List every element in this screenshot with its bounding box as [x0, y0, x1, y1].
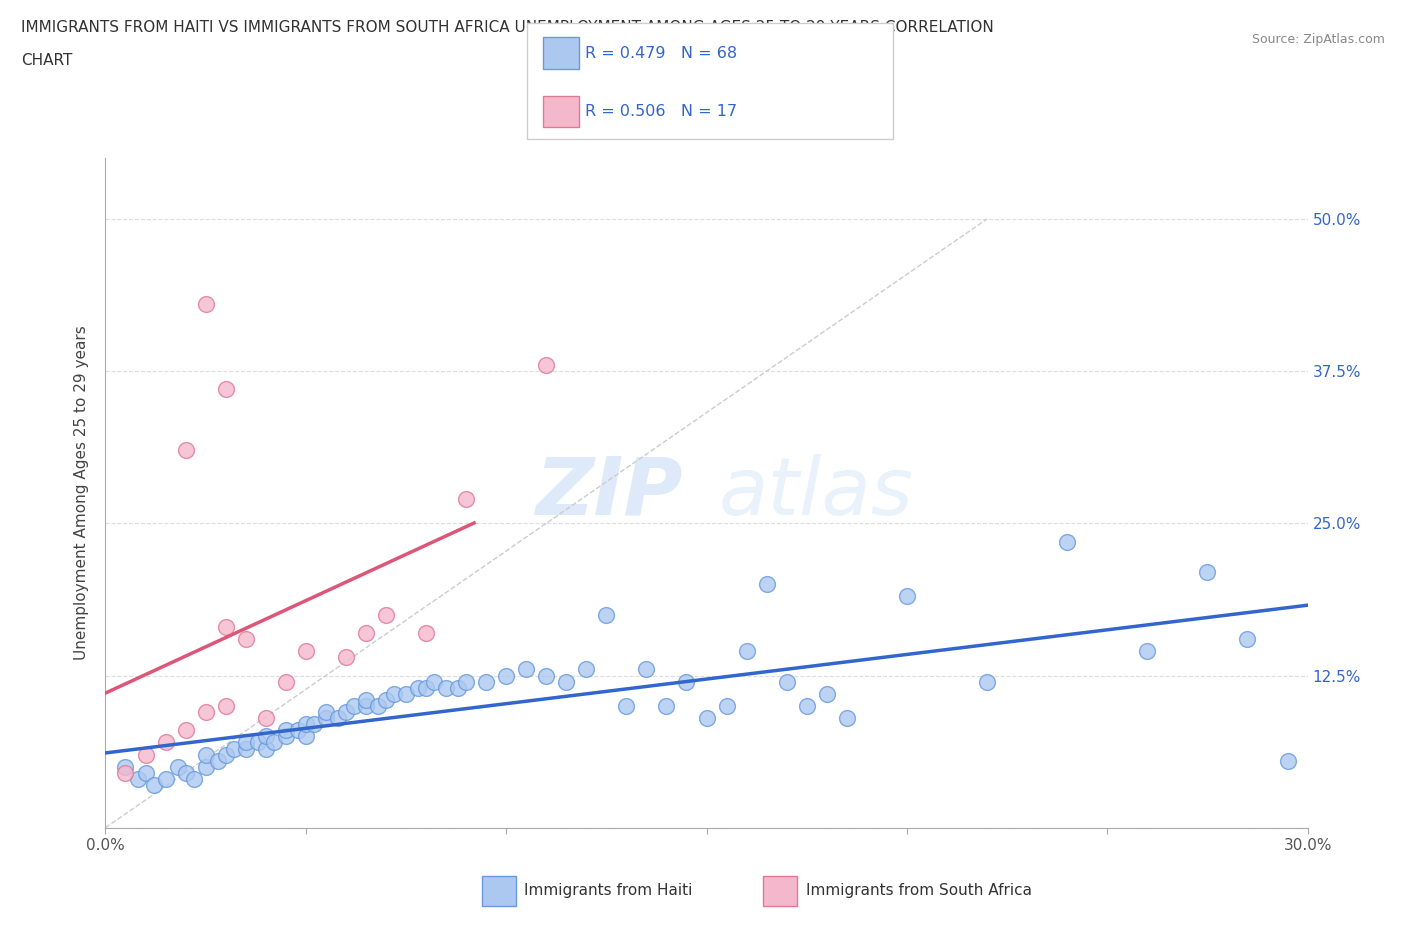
Text: Immigrants from Haiti: Immigrants from Haiti: [524, 884, 693, 898]
Point: [1056, 534, 1078, 549]
Point: [335, 705, 357, 720]
Point: [174, 443, 197, 458]
Point: [395, 686, 418, 701]
Point: [575, 662, 598, 677]
Point: [326, 711, 349, 725]
Point: [616, 698, 638, 713]
Point: [354, 698, 377, 713]
Point: [434, 680, 457, 695]
Point: [655, 698, 678, 713]
Point: [515, 662, 537, 677]
Point: [755, 577, 778, 591]
Point: [222, 741, 245, 756]
Text: IMMIGRANTS FROM HAITI VS IMMIGRANTS FROM SOUTH AFRICA UNEMPLOYMENT AMONG AGES 25: IMMIGRANTS FROM HAITI VS IMMIGRANTS FROM…: [21, 20, 994, 35]
Point: [315, 705, 337, 720]
Point: [142, 777, 165, 792]
Point: [415, 626, 437, 641]
Point: [214, 698, 236, 713]
Point: [114, 760, 136, 775]
Point: [214, 619, 236, 634]
Point: [194, 297, 217, 312]
Point: [135, 765, 157, 780]
Point: [295, 729, 318, 744]
Point: [454, 492, 477, 507]
Point: [374, 693, 398, 708]
Text: R = 0.506   N = 17: R = 0.506 N = 17: [585, 104, 737, 119]
Point: [263, 735, 285, 750]
Point: [447, 680, 470, 695]
Point: [155, 735, 177, 750]
Point: [636, 662, 658, 677]
Point: [343, 698, 366, 713]
Text: Source: ZipAtlas.com: Source: ZipAtlas.com: [1251, 33, 1385, 46]
Point: [976, 674, 998, 689]
Point: [246, 735, 269, 750]
Point: [354, 626, 377, 641]
Point: [254, 711, 277, 725]
Point: [696, 711, 718, 725]
Point: [675, 674, 697, 689]
Text: atlas: atlas: [718, 454, 914, 532]
Point: [274, 729, 297, 744]
Text: ZIP: ZIP: [536, 454, 682, 532]
Point: [735, 644, 758, 658]
Point: [716, 698, 738, 713]
Point: [835, 711, 858, 725]
Point: [415, 680, 437, 695]
Point: [274, 723, 297, 737]
Point: [183, 772, 205, 787]
Point: [475, 674, 498, 689]
Point: [896, 589, 918, 604]
Point: [423, 674, 446, 689]
Point: [155, 772, 177, 787]
Point: [374, 607, 398, 622]
Point: [194, 747, 217, 762]
Point: [796, 698, 818, 713]
Point: [194, 760, 217, 775]
Point: [382, 686, 405, 701]
Point: [254, 729, 277, 744]
Point: [114, 765, 136, 780]
Point: [235, 735, 257, 750]
Point: [235, 741, 257, 756]
Point: [406, 680, 429, 695]
Point: [194, 705, 217, 720]
Point: [214, 747, 236, 762]
Point: [367, 698, 389, 713]
Point: [127, 772, 149, 787]
Point: [1236, 631, 1258, 646]
Point: [214, 382, 236, 397]
Point: [776, 674, 799, 689]
Point: [254, 741, 277, 756]
Point: [135, 747, 157, 762]
Point: [315, 711, 337, 725]
Text: Immigrants from South Africa: Immigrants from South Africa: [806, 884, 1032, 898]
Point: [287, 723, 309, 737]
Point: [166, 760, 188, 775]
Point: [295, 644, 318, 658]
Point: [174, 765, 197, 780]
Point: [1197, 565, 1219, 579]
Point: [454, 674, 477, 689]
Point: [274, 674, 297, 689]
Point: [174, 723, 197, 737]
Point: [207, 753, 229, 768]
Point: [1277, 753, 1299, 768]
Point: [295, 717, 318, 732]
Point: [235, 631, 257, 646]
Point: [302, 717, 325, 732]
Point: [534, 668, 557, 683]
Point: [595, 607, 617, 622]
Point: [354, 693, 377, 708]
Point: [495, 668, 517, 683]
Point: [815, 686, 838, 701]
Point: [555, 674, 578, 689]
Text: R = 0.479   N = 68: R = 0.479 N = 68: [585, 46, 737, 60]
Y-axis label: Unemployment Among Ages 25 to 29 years: Unemployment Among Ages 25 to 29 years: [75, 326, 90, 660]
Point: [534, 358, 557, 373]
Point: [1136, 644, 1159, 658]
Point: [335, 650, 357, 665]
Text: CHART: CHART: [21, 53, 73, 68]
